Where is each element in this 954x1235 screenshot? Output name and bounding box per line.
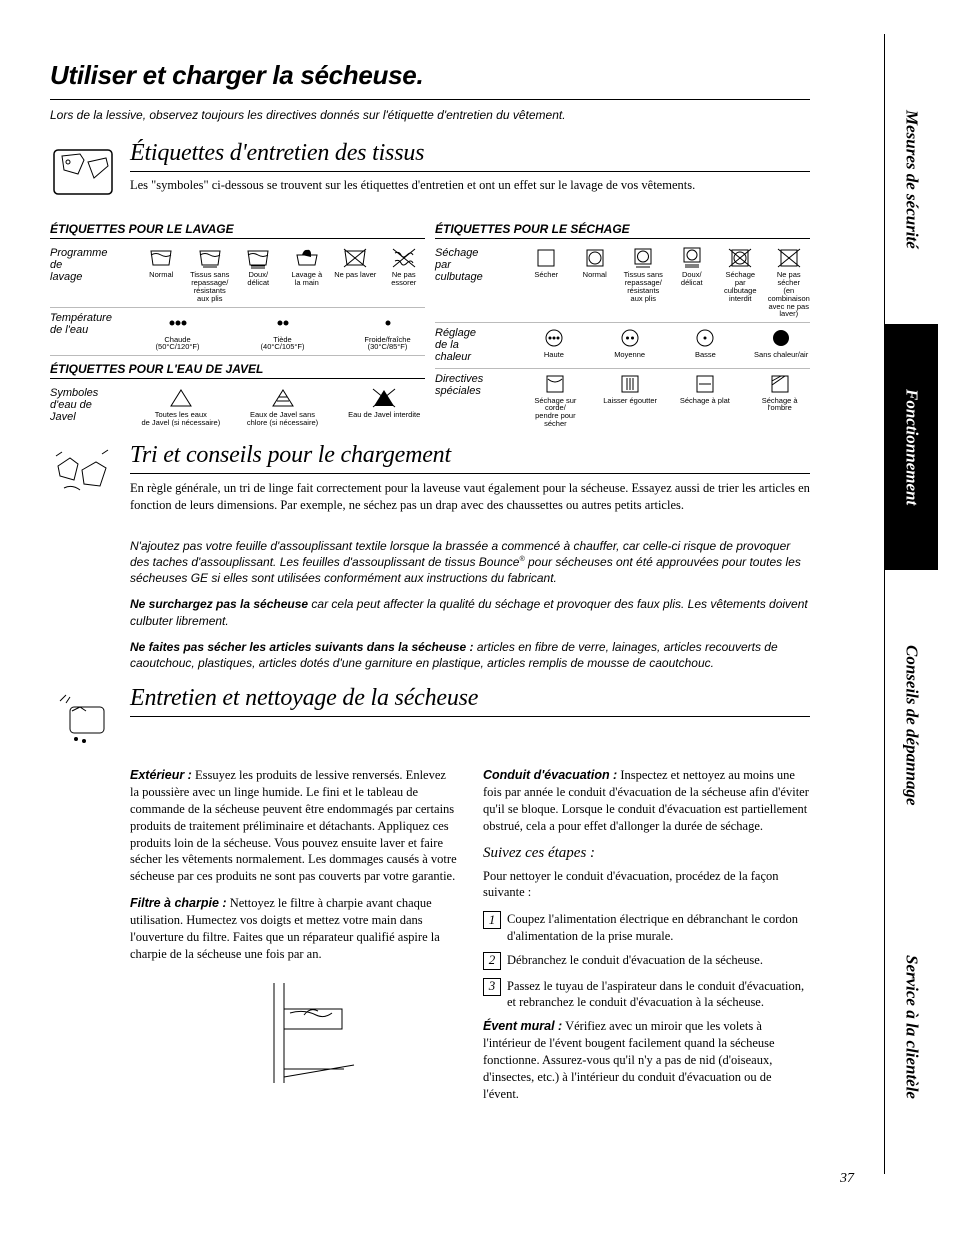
dry-shade-icon: Séchage à l'ombre: [749, 373, 810, 429]
page-number: 37: [840, 1171, 854, 1187]
handwash-icon: Lavage àla main: [286, 247, 329, 303]
dry-heading: ÉTIQUETTES POUR LE SÉCHAGE: [435, 222, 810, 239]
bleach-heading: ÉTIQUETTES POUR L'EAU DE JAVEL: [50, 362, 425, 379]
tab-operation[interactable]: Fonctionnement: [884, 324, 938, 570]
sorting-p3: Ne surchargez pas la sécheuse car cela p…: [130, 596, 810, 628]
wash-normal-icon: Normal: [140, 247, 183, 303]
special-instructions-row: Directivesspéciales Séchage sur corde/pe…: [435, 369, 810, 433]
tab-safety[interactable]: Mesures de sécurité: [884, 34, 938, 324]
clothing-tag-icon: [50, 140, 130, 208]
step-3: 3Passez le tuyau de l'aspirateur dans le…: [483, 978, 810, 1011]
sorting-p4: Ne faites pas sécher les articles suivan…: [130, 639, 810, 671]
tab-customer-service[interactable]: Service à la clientèle: [884, 880, 938, 1174]
dry-delicate-icon: Doux/délicat: [671, 247, 714, 318]
intro-note: Lors de la lessive, observez toujours le…: [50, 108, 810, 122]
temp-hot-icon: Chaude(50°C/120°F): [140, 312, 215, 352]
no-dry-icon: Ne pas sécher(en combinaisonavec ne pas …: [768, 247, 811, 318]
line-dry-icon: Séchage sur corde/pendre pour sécher: [525, 373, 586, 429]
dry-column: ÉTIQUETTES POUR LE SÉCHAGE Séchageparcul…: [435, 222, 810, 432]
tab-troubleshooting[interactable]: Conseils de dépannage: [884, 570, 938, 880]
lint-paragraph: Filtre à charpie : Nettoyez le filtre à …: [130, 895, 457, 963]
dry-normal-icon: Normal: [574, 247, 617, 318]
bleach-title: Symbolesd'eau deJavel: [50, 387, 140, 423]
section-care-labels: Étiquettes d'entretien des tissus Les "s…: [50, 140, 810, 208]
sorting-title: Tri et conseils pour le chargement: [130, 442, 810, 469]
heat-setting-title: Réglagede lachaleur: [435, 327, 525, 363]
step-1-badge: 1: [483, 911, 501, 929]
heat-high-icon: Haute: [525, 327, 583, 359]
sorting-p1: En règle générale, un tri de linge fait …: [130, 480, 810, 514]
dry-square-icon: Sécher: [525, 247, 568, 318]
page-content: Utiliser et charger la sécheuse. Lors de…: [0, 0, 860, 1153]
sorting-p2: N'ajoutez pas votre feuille d'assoupliss…: [130, 538, 810, 587]
side-tab-bar: Mesures de sécurité Fonctionnement Conse…: [884, 34, 938, 1174]
care-label-tables: ÉTIQUETTES POUR LE LAVAGE Programmedelav…: [50, 222, 810, 432]
steps-heading: Suivez ces étapes :: [483, 845, 810, 862]
title-rule: [50, 99, 810, 100]
section-sorting: Tri et conseils pour le chargement En rè…: [50, 442, 810, 524]
bleach-any-icon: Toutes les eauxde Javel (si nécessaire): [140, 387, 222, 427]
heat-medium-icon: Moyenne: [601, 327, 659, 359]
wash-cycle-row: Programmedelavage Normal Tissus sans rep…: [50, 243, 425, 308]
lint-filter-figure: [130, 973, 457, 1097]
special-instructions-title: Directivesspéciales: [435, 373, 525, 397]
bleach-nonchlorine-icon: Eaux de Javel sanschlore (si nécessaire): [242, 387, 324, 427]
dry-flat-icon: Séchage à plat: [675, 373, 736, 429]
no-tumble-icon: Séchage parculbutage interdit: [719, 247, 762, 318]
cleaning-title: Entretien et nettoyage de la sécheuse: [130, 685, 810, 712]
step-2-badge: 2: [483, 952, 501, 970]
cleaning-rule: [130, 716, 810, 717]
wash-permpress-icon: Tissus sans repassage/résistants aux pli…: [189, 247, 232, 303]
sorting-body: N'ajoutez pas votre feuille d'assoupliss…: [130, 538, 810, 671]
cleaning-body: Extérieur : Essuyez les produits de less…: [130, 767, 810, 1113]
heat-setting-row: Réglagede lachaleur Haute Moyenne Basse …: [435, 323, 810, 368]
sorting-clothes-icon: [50, 442, 130, 510]
duct-paragraph: Conduit d'évacuation : Inspectez et nett…: [483, 767, 810, 835]
care-labels-desc: Les "symboles" ci-dessous se trouvent su…: [130, 178, 810, 193]
wash-delicate-icon: Doux/délicat: [237, 247, 280, 303]
temp-cold-icon: Froide/fraîche(30°C/85°F): [350, 312, 425, 352]
exterior-paragraph: Extérieur : Essuyez les produits de less…: [130, 767, 457, 885]
sorting-rule: [130, 473, 810, 474]
step-1: 1Coupez l'alimentation électrique en déb…: [483, 911, 810, 944]
cleaning-col-left: Extérieur : Essuyez les produits de less…: [130, 767, 457, 1113]
section-cleaning: Entretien et nettoyage de la sécheuse: [50, 685, 810, 753]
step-3-badge: 3: [483, 978, 501, 996]
cleaning-cloth-icon: [50, 685, 130, 753]
cleaning-col-right: Conduit d'évacuation : Inspectez et nett…: [483, 767, 810, 1113]
care-labels-title: Étiquettes d'entretien des tissus: [130, 140, 810, 167]
care-labels-rule: [130, 171, 810, 172]
tumble-dry-row: Séchageparculbutage Sécher Normal Tissus…: [435, 243, 810, 323]
heat-none-icon: Sans chaleur/air: [752, 327, 810, 359]
step-2: 2Débranchez le conduit d'évacuation de l…: [483, 952, 810, 970]
steps-intro: Pour nettoyer le conduit d'évacuation, p…: [483, 868, 810, 902]
bleach-row: Symbolesd'eau deJavel Toutes les eauxde …: [50, 383, 425, 431]
wash-cycle-title: Programmedelavage: [50, 247, 140, 283]
dry-permpress-icon: Tissus sans repassage/résistants aux pli…: [622, 247, 665, 318]
temp-warm-icon: Tiède(40°C/105°F): [245, 312, 320, 352]
page-title: Utiliser et charger la sécheuse.: [50, 60, 810, 91]
water-temp-title: Températurede l'eau: [50, 312, 140, 336]
wash-heading: ÉTIQUETTES POUR LE LAVAGE: [50, 222, 425, 239]
heat-low-icon: Basse: [677, 327, 735, 359]
wash-column: ÉTIQUETTES POUR LE LAVAGE Programmedelav…: [50, 222, 425, 432]
do-not-wring-icon: Ne pas essorer: [383, 247, 426, 303]
drip-dry-icon: Laisser égoutter: [600, 373, 661, 429]
hood-paragraph: Évent mural : Vérifiez avec un miroir qu…: [483, 1018, 810, 1102]
bleach-none-icon: Eau de Javel interdite: [343, 387, 425, 427]
water-temp-row: Températurede l'eau Chaude(50°C/120°F) T…: [50, 308, 425, 357]
do-not-wash-icon: Ne pas laver: [334, 247, 377, 303]
tumble-dry-title: Séchageparculbutage: [435, 247, 525, 283]
